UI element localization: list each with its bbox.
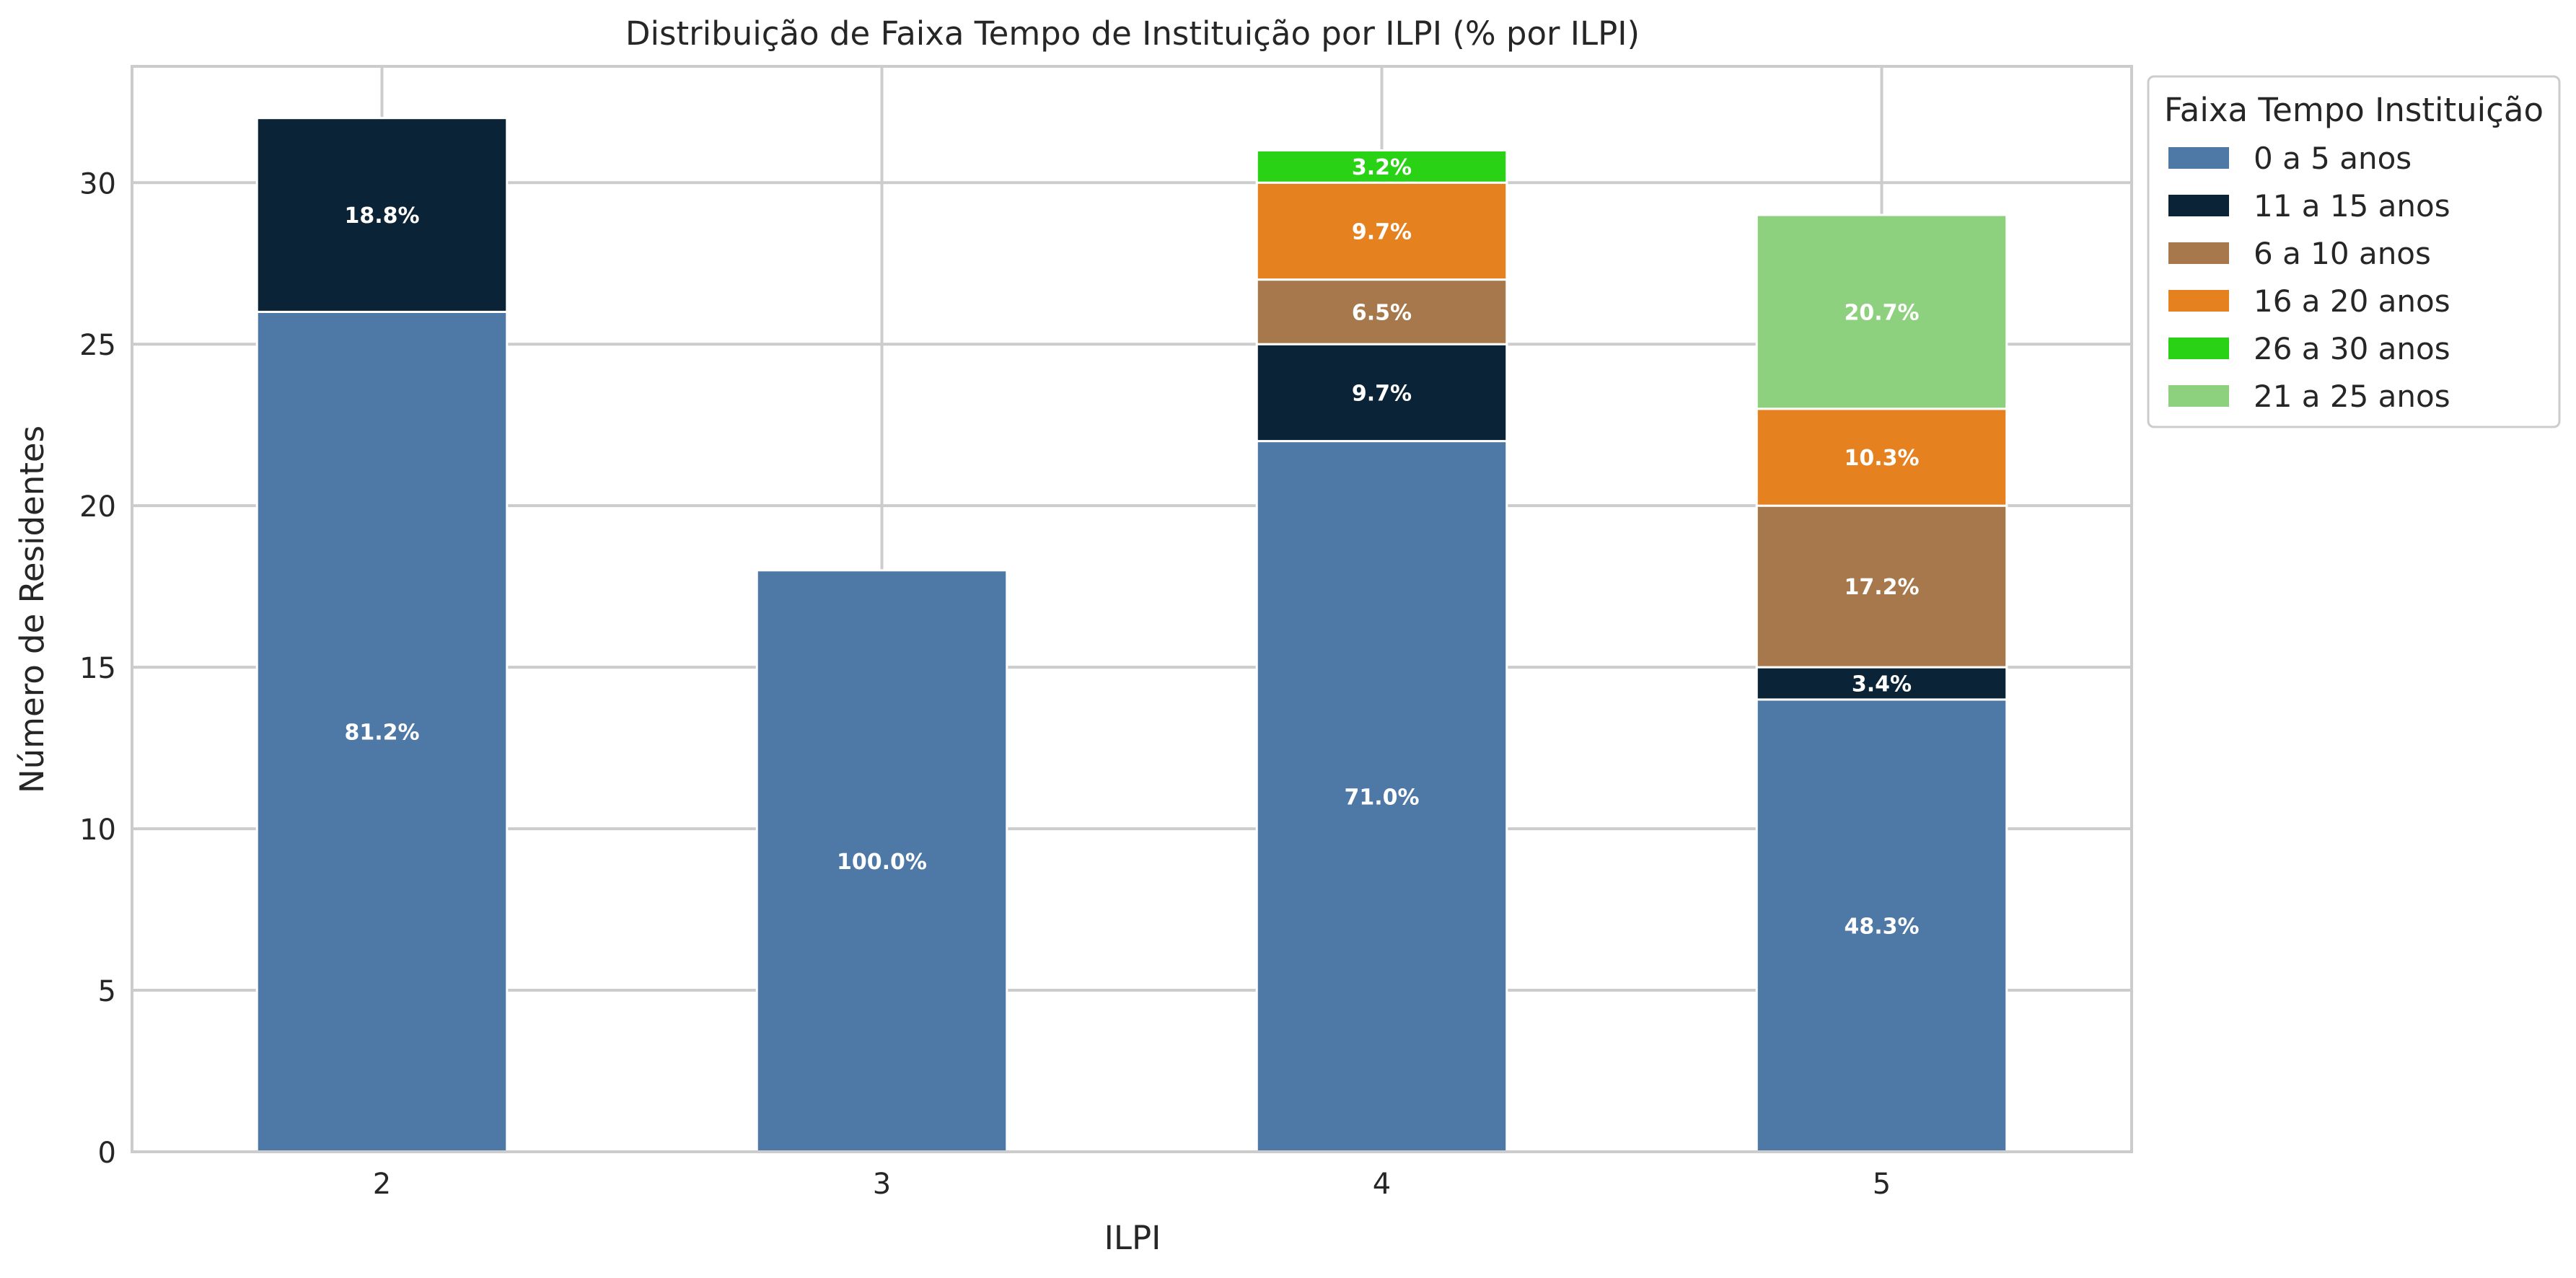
y-tick-label: 15 bbox=[79, 652, 116, 685]
legend-entry-label: 16 a 20 anos bbox=[2254, 283, 2450, 319]
chart-title: Distribuição de Faixa Tempo de Instituiç… bbox=[625, 14, 1640, 53]
x-tick-label: 2 bbox=[373, 1168, 391, 1201]
x-tick-label: 4 bbox=[1373, 1168, 1391, 1201]
bar-segment bbox=[1755, 666, 2008, 701]
bar-value-label: 18.8% bbox=[344, 203, 419, 229]
legend-entry-label: 0 a 5 anos bbox=[2254, 141, 2412, 176]
bar-value-label: 17.2% bbox=[1844, 575, 1919, 600]
legend-entry-label: 6 a 10 anos bbox=[2254, 236, 2431, 271]
bar-value-label: 48.3% bbox=[1844, 914, 1919, 939]
legend-swatch bbox=[2168, 385, 2229, 407]
bar-value-label: 3.2% bbox=[1352, 155, 1412, 180]
legend-entry-label: 11 a 15 anos bbox=[2254, 188, 2450, 224]
legend: Faixa Tempo Instituição 0 a 5 anos 11 a 1… bbox=[2147, 75, 2561, 428]
bar-value-label: 3.4% bbox=[1852, 672, 1912, 697]
legend-frame bbox=[2147, 75, 2561, 428]
x-axis-ticks: 2 3 4 5 bbox=[373, 1168, 1891, 1201]
bar-segment bbox=[1255, 149, 1508, 184]
x-tick-label: 5 bbox=[1873, 1168, 1891, 1201]
bars bbox=[255, 117, 2008, 1153]
bar-segment bbox=[1755, 407, 2008, 507]
bar-segment bbox=[1755, 504, 2008, 669]
y-tick-label: 0 bbox=[98, 1137, 116, 1170]
bar-segment bbox=[255, 310, 509, 1153]
legend-swatch bbox=[2168, 338, 2229, 359]
bar-segment bbox=[1255, 343, 1508, 443]
y-tick-label: 5 bbox=[98, 975, 116, 1008]
legend-swatch bbox=[2168, 290, 2229, 312]
bar-segment bbox=[1255, 440, 1508, 1153]
legend-title: Faixa Tempo Instituição bbox=[2164, 91, 2544, 129]
y-tick-label: 25 bbox=[79, 329, 116, 362]
legend-entry-label: 26 a 30 anos bbox=[2254, 331, 2450, 366]
legend-swatch bbox=[2168, 242, 2229, 264]
y-tick-label: 20 bbox=[79, 490, 116, 524]
plot-frame bbox=[131, 65, 2133, 1153]
bar-value-label: 20.7% bbox=[1844, 300, 1919, 325]
legend-entry-label: 21 a 25 anos bbox=[2254, 379, 2450, 414]
x-axis-label: ILPI bbox=[1104, 1219, 1161, 1257]
bar-value-label: 71.0% bbox=[1344, 785, 1419, 810]
legend-swatch bbox=[2168, 147, 2229, 169]
bar-segment bbox=[1755, 698, 2008, 1153]
legend-swatch bbox=[2168, 195, 2229, 216]
x-tick-label: 3 bbox=[873, 1168, 891, 1201]
y-tick-label: 30 bbox=[79, 167, 116, 200]
bar-segment bbox=[755, 569, 1008, 1153]
bar-value-label: 6.5% bbox=[1352, 300, 1412, 325]
bar-value-label: 100.0% bbox=[837, 850, 927, 875]
y-axis-label: Número de Residentes bbox=[13, 426, 51, 793]
bar-value-label: 81.2% bbox=[344, 720, 419, 746]
bar-segment bbox=[255, 117, 509, 313]
bar-value-label: 10.3% bbox=[1844, 446, 1919, 471]
y-tick-label: 10 bbox=[79, 814, 116, 847]
bar-value-label: 9.7% bbox=[1352, 381, 1412, 406]
bar-value-label: 9.7% bbox=[1352, 219, 1412, 244]
bar-data-labels: 81.2% 18.8% 100.0% 71.0% 9.7% 6.5% 9.7% 3.2% 48.… bbox=[344, 155, 1919, 940]
y-axis-ticks: 0 5 10 15 20 25 30 bbox=[79, 167, 116, 1170]
bar-segment bbox=[1755, 213, 2008, 410]
